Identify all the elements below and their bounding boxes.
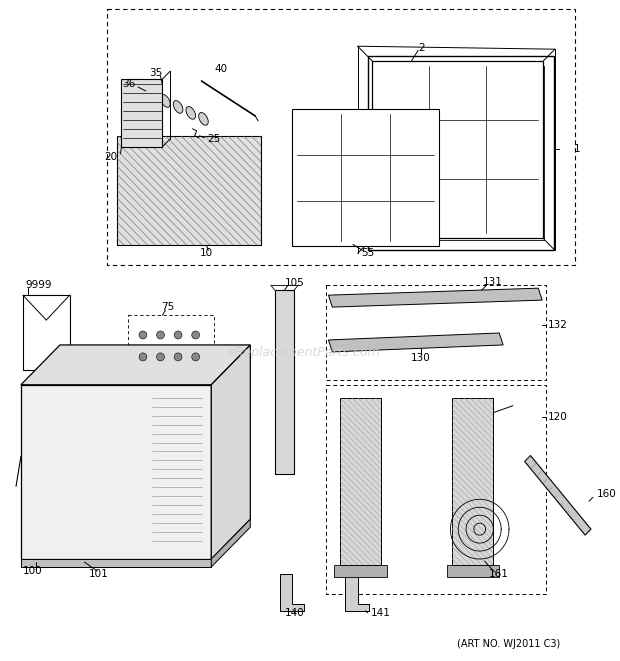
Polygon shape: [340, 398, 381, 565]
Polygon shape: [368, 56, 554, 251]
Circle shape: [174, 331, 182, 339]
Ellipse shape: [173, 100, 183, 113]
Polygon shape: [368, 66, 544, 241]
Polygon shape: [446, 565, 499, 577]
Ellipse shape: [148, 90, 157, 102]
Text: 75: 75: [161, 302, 174, 312]
Polygon shape: [373, 61, 543, 239]
Text: 10: 10: [200, 249, 213, 258]
Polygon shape: [329, 333, 503, 352]
Polygon shape: [21, 385, 211, 559]
Polygon shape: [292, 109, 439, 247]
Polygon shape: [117, 136, 261, 245]
Polygon shape: [345, 574, 370, 611]
Polygon shape: [117, 136, 261, 245]
Polygon shape: [453, 398, 494, 565]
Text: 160: 160: [597, 489, 617, 499]
Text: 161: 161: [489, 569, 509, 579]
Polygon shape: [211, 519, 250, 567]
Text: 105: 105: [285, 278, 304, 288]
Polygon shape: [329, 288, 542, 307]
Text: 140: 140: [285, 608, 304, 618]
Text: 132: 132: [548, 320, 568, 330]
Text: 40: 40: [215, 64, 228, 74]
Text: 25: 25: [208, 134, 221, 144]
Polygon shape: [275, 290, 294, 475]
Text: 1: 1: [574, 143, 581, 154]
Text: eReplacementParts.com: eReplacementParts.com: [228, 346, 380, 360]
Text: (ART NO. WJ2011 C3): (ART NO. WJ2011 C3): [458, 639, 560, 648]
Polygon shape: [150, 393, 203, 551]
Ellipse shape: [186, 106, 195, 119]
Text: 2: 2: [418, 43, 425, 53]
Text: 130: 130: [411, 353, 431, 363]
Polygon shape: [334, 565, 387, 577]
Text: 131: 131: [482, 277, 502, 287]
Ellipse shape: [198, 112, 208, 125]
Circle shape: [139, 331, 147, 339]
Polygon shape: [525, 455, 591, 535]
Polygon shape: [29, 393, 144, 551]
Text: 100: 100: [23, 566, 43, 576]
Text: 9999: 9999: [26, 280, 52, 290]
Polygon shape: [122, 79, 162, 147]
Circle shape: [192, 331, 200, 339]
Polygon shape: [21, 559, 211, 567]
Circle shape: [139, 353, 147, 361]
Circle shape: [192, 353, 200, 361]
Text: 141: 141: [370, 608, 390, 618]
Text: 120: 120: [548, 412, 568, 422]
Circle shape: [174, 353, 182, 361]
Circle shape: [157, 353, 164, 361]
Text: 101: 101: [89, 569, 109, 579]
Ellipse shape: [161, 95, 171, 107]
Text: 36: 36: [122, 79, 135, 89]
Polygon shape: [211, 345, 250, 559]
Text: 20: 20: [104, 152, 118, 162]
Polygon shape: [21, 345, 250, 385]
Text: 35: 35: [149, 68, 162, 78]
Circle shape: [157, 331, 164, 339]
Text: 55: 55: [361, 249, 374, 258]
Polygon shape: [280, 574, 304, 611]
Polygon shape: [453, 398, 494, 565]
Polygon shape: [340, 398, 381, 565]
Polygon shape: [23, 295, 69, 370]
Polygon shape: [525, 455, 591, 535]
